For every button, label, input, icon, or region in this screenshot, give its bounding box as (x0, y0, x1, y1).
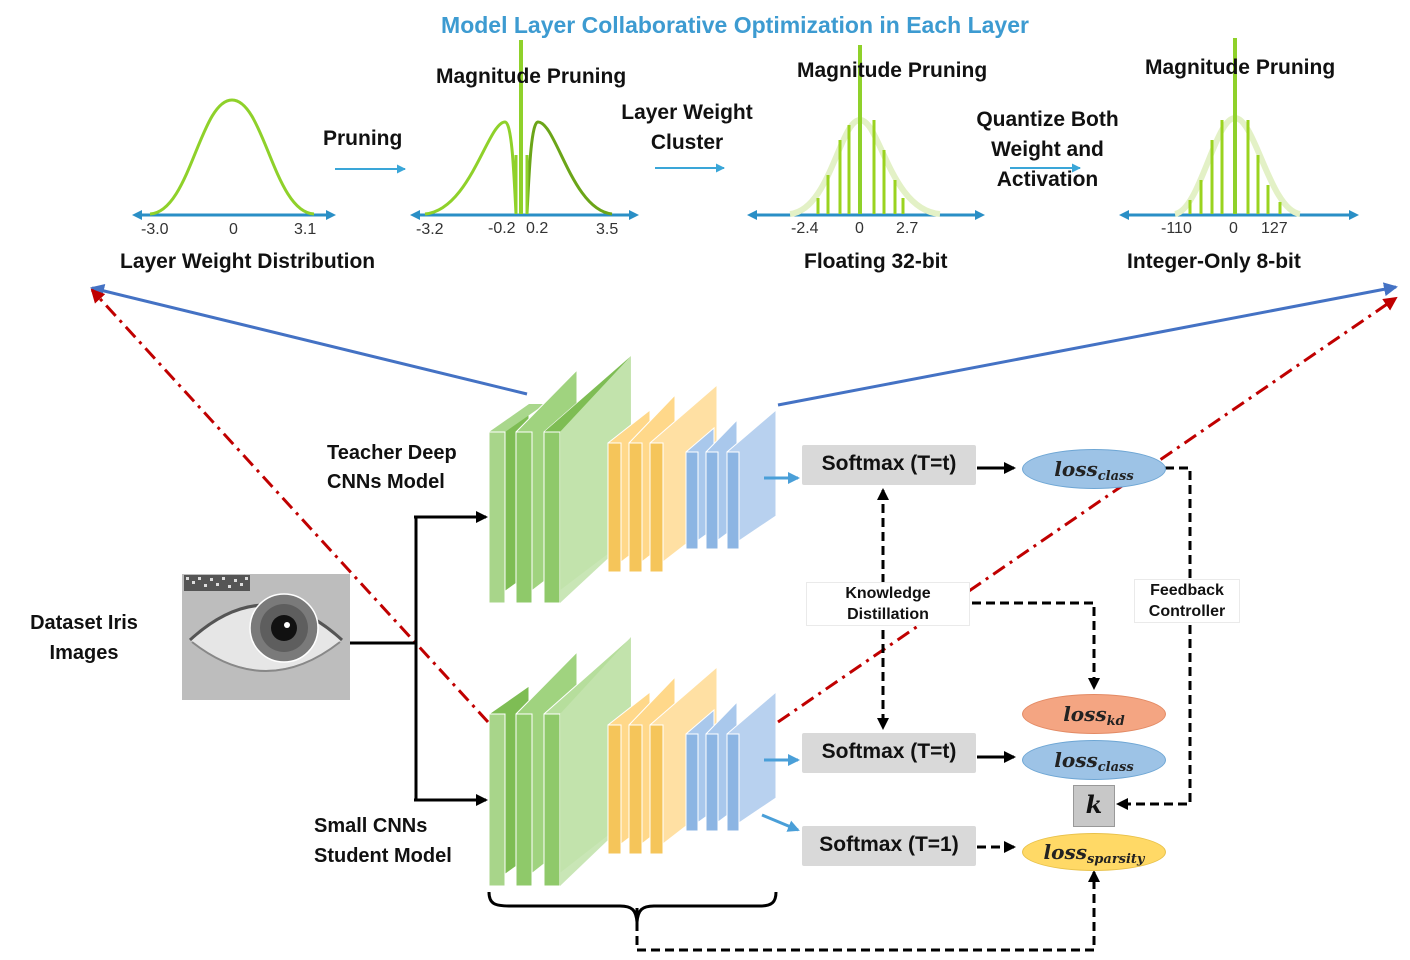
quantize-label: Quantize Both Weight and Activation (976, 108, 1119, 191)
distribution-2 (410, 40, 639, 220)
tick-d3-max: 2.7 (896, 220, 919, 237)
blue-link-left (90, 284, 528, 396)
tick-d3-min: -2.4 (791, 220, 819, 237)
pruning-label: Pruning (323, 127, 403, 150)
red-link-right (777, 296, 1398, 724)
integer-only-8-bit-label: Integer-Only 8-bit (1127, 250, 1301, 273)
feedback-controller-label: Feedback Controller (1134, 579, 1240, 623)
input-branch (350, 511, 488, 806)
student-loss-sparsity: losssparsity (1022, 833, 1166, 871)
teacher-cnn-stack (488, 354, 777, 605)
knowledge-distillation-label: Knowledge Distillation (806, 582, 970, 626)
red-link-left (90, 288, 490, 724)
teacher-loss-class: lossclass (1022, 449, 1166, 489)
magnitude-pruning-label-3: Magnitude Pruning (1145, 56, 1336, 79)
tick-d3-zero: 0 (855, 220, 864, 237)
tick-d2-min: -3.2 (416, 221, 444, 238)
student-cnn-stack (488, 635, 777, 888)
distribution-4 (1119, 38, 1359, 220)
tick-d2-neg: -0.2 (488, 220, 516, 237)
distribution-3 (747, 45, 985, 220)
student-softmax-t-box: Softmax (T=t) (802, 733, 976, 773)
teacher-softmax-box: Softmax (T=t) (802, 445, 976, 485)
student-softmax-1-box: Softmax (T=1) (802, 826, 976, 866)
tick-d1-min: -3.0 (141, 221, 169, 238)
student-fc-layers (685, 690, 777, 832)
blue-link-right (777, 282, 1398, 407)
student-brace (487, 891, 778, 923)
student-loss-kd: losskd (1022, 694, 1166, 734)
tick-d2-pos: 0.2 (526, 220, 549, 237)
k-weight-box: k (1073, 785, 1115, 827)
magnitude-pruning-label-2: Magnitude Pruning (797, 59, 988, 82)
tick-d4-max: 127 (1261, 220, 1288, 237)
magnitude-pruning-label-1: Magnitude Pruning (436, 65, 627, 88)
tick-d1-max: 3.1 (294, 221, 317, 238)
teacher-pool-layers (607, 383, 718, 574)
distribution-1 (132, 98, 336, 220)
floating-32-bit-label: Floating 32-bit (804, 250, 948, 273)
dataset-label: Dataset Iris Images (30, 612, 138, 664)
tick-d4-zero: 0 (1229, 220, 1238, 237)
tick-d4-min: -110 (1161, 220, 1192, 237)
layer-weight-cluster-label: Layer Weight Cluster (621, 101, 753, 154)
teacher-model-label: Teacher Deep CNNs Model (327, 442, 457, 493)
iris-image (182, 574, 350, 700)
tick-d1-zero: 0 (229, 221, 238, 238)
student-loss-class: lossclass (1022, 740, 1166, 780)
student-out-arrow-2 (761, 813, 800, 832)
student-model-label: Small CNNs Student Model (314, 815, 452, 867)
tick-d2-max: 3.5 (596, 221, 619, 238)
layer-weight-distribution-label: Layer Weight Distribution (120, 250, 376, 273)
teacher-fc-layers (685, 408, 777, 550)
diagram-title: Model Layer Collaborative Optimization i… (441, 12, 1029, 38)
